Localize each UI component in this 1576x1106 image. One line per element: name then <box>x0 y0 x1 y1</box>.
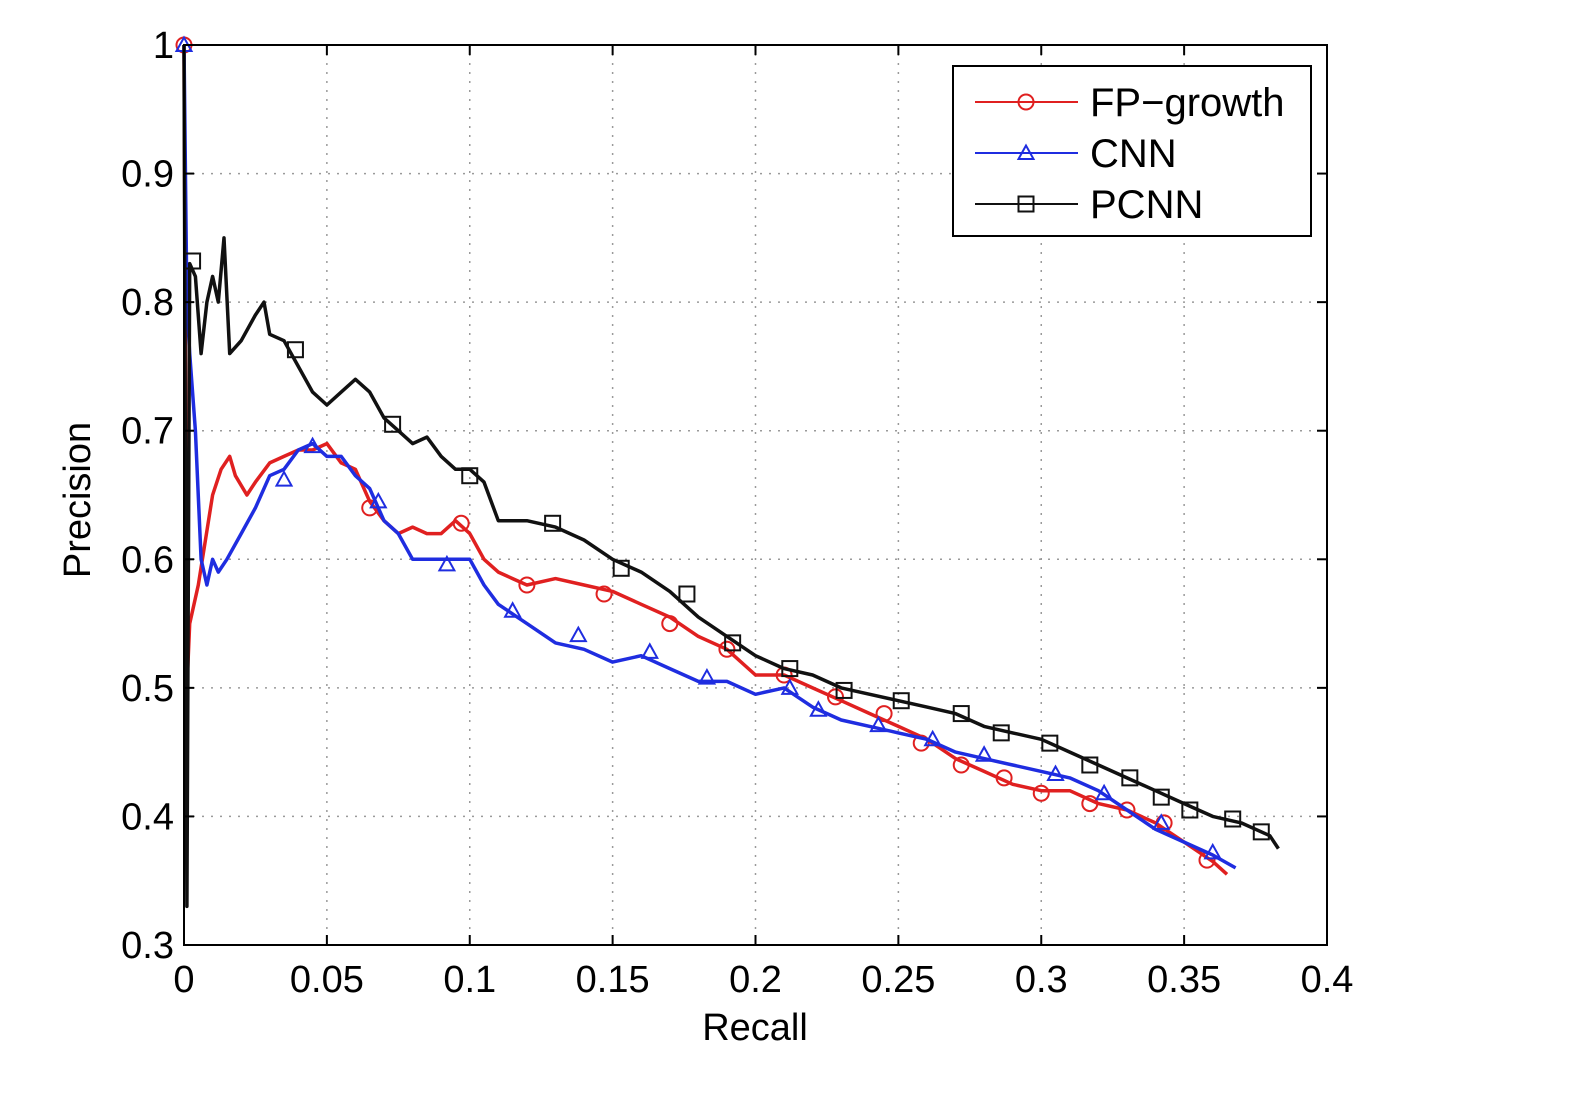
series-layer <box>174 35 1280 909</box>
y-tick-labels: 0.3 0.4 0.5 0.6 0.7 0.8 0.9 1 <box>121 25 174 967</box>
data-point-pcnn <box>544 514 562 532</box>
data-point-cnn <box>303 436 322 454</box>
data-point-cnn <box>369 491 388 509</box>
legend-box <box>952 65 1312 237</box>
data-point-pcnn <box>1081 756 1099 774</box>
data-point-pcnn <box>781 660 799 678</box>
legend-label-fp-growth: FP−growth <box>1090 81 1285 125</box>
data-point-pcnn <box>184 252 202 270</box>
x-tick-label: 0 <box>173 959 194 1001</box>
data-point-fp-growth <box>827 688 845 706</box>
y-tick-label: 0.3 <box>121 925 174 967</box>
y-axis-title: Precision <box>57 422 99 578</box>
data-point-cnn <box>437 554 457 572</box>
x-tick-label: 0.35 <box>1147 959 1221 1001</box>
axis-ticks <box>183 44 1328 946</box>
legend-marker-fp-growth <box>1017 93 1035 111</box>
data-point-fp-growth <box>995 769 1013 787</box>
data-point-fp-growth <box>912 734 930 752</box>
data-point-cnn <box>1046 764 1065 781</box>
data-point-cnn <box>569 625 588 643</box>
data-point-fp-growth <box>1032 784 1050 802</box>
series-line-cnn <box>182 44 1237 870</box>
data-point-cnn <box>640 642 659 659</box>
data-point-fp-growth <box>661 615 679 633</box>
data-point-cnn <box>923 729 942 747</box>
data-point-cnn <box>697 668 717 685</box>
data-point-pcnn <box>952 705 970 723</box>
series-line-pcnn <box>182 44 1280 909</box>
y-tick-label: 1 <box>153 25 174 67</box>
data-point-cnn <box>1203 842 1222 860</box>
data-point-fp-growth <box>1081 795 1099 813</box>
x-tick-label: 0.25 <box>861 959 935 1001</box>
y-tick-label: 0.4 <box>121 796 174 838</box>
y-tick-label: 0.8 <box>121 282 174 324</box>
x-tick-label: 0.2 <box>729 959 782 1001</box>
x-axis-title: Recall <box>702 1007 808 1049</box>
data-point-pcnn <box>384 415 402 433</box>
data-point-cnn <box>974 745 994 762</box>
x-tick-label: 0.4 <box>1301 959 1354 1001</box>
data-point-fp-growth <box>1118 801 1136 819</box>
data-point-cnn <box>780 678 799 695</box>
legend-item-fp-growth: FP−growth <box>975 81 1285 125</box>
data-point-pcnn <box>892 692 910 710</box>
legend-label-cnn: CNN <box>1090 132 1177 176</box>
data-point-fp-growth <box>875 705 893 723</box>
data-point-fp-growth <box>452 514 470 532</box>
x-tick-labels: 0 0.05 0.1 0.15 0.2 0.25 0.3 0.35 0.4 <box>173 959 1353 1001</box>
y-tick-label: 0.6 <box>121 539 174 581</box>
data-point-cnn <box>274 470 294 487</box>
data-point-fp-growth <box>718 640 736 658</box>
data-point-fp-growth <box>518 576 536 594</box>
data-point-cnn <box>809 700 828 717</box>
y-tick-label: 0.7 <box>121 411 174 453</box>
legend: FP−growth CNN PCNN <box>952 65 1312 237</box>
y-tick-label: 0.9 <box>121 154 174 196</box>
data-point-pcnn <box>1181 801 1199 819</box>
x-tick-label: 0.05 <box>290 959 364 1001</box>
y-tick-label: 0.5 <box>121 668 174 710</box>
legend-item-pcnn: PCNN <box>975 183 1203 227</box>
series-cnn <box>174 35 1237 870</box>
data-point-pcnn <box>461 467 479 485</box>
x-tick-label: 0.15 <box>576 959 650 1001</box>
data-point-cnn <box>1094 783 1114 801</box>
data-point-fp-growth <box>952 756 970 774</box>
legend-label-pcnn: PCNN <box>1090 183 1203 227</box>
series-pcnn <box>182 44 1280 909</box>
data-point-cnn <box>503 601 522 618</box>
data-point-cnn <box>1152 813 1171 830</box>
data-point-pcnn <box>678 585 696 603</box>
data-point-pcnn <box>724 634 742 652</box>
grid-lines <box>184 45 1327 945</box>
legend-marker-pcnn <box>1017 195 1035 213</box>
series-line-fp-growth <box>182 44 1229 876</box>
series-fp-growth <box>175 36 1229 876</box>
legend-item-cnn: CNN <box>975 132 1177 176</box>
data-point-pcnn <box>1041 734 1059 752</box>
data-point-cnn <box>869 715 888 733</box>
data-point-pcnn <box>612 559 630 577</box>
x-tick-label: 0.1 <box>443 959 496 1001</box>
data-point-pcnn <box>992 724 1010 742</box>
legend-marker-cnn <box>1016 143 1036 160</box>
data-point-pcnn <box>286 341 304 359</box>
data-point-pcnn <box>1121 769 1139 787</box>
data-point-pcnn <box>1224 810 1242 828</box>
x-tick-label: 0.3 <box>1015 959 1068 1001</box>
data-point-fp-growth <box>595 585 613 603</box>
data-point-pcnn <box>1252 823 1270 841</box>
data-point-pcnn <box>1152 788 1170 806</box>
data-point-pcnn <box>835 681 853 699</box>
